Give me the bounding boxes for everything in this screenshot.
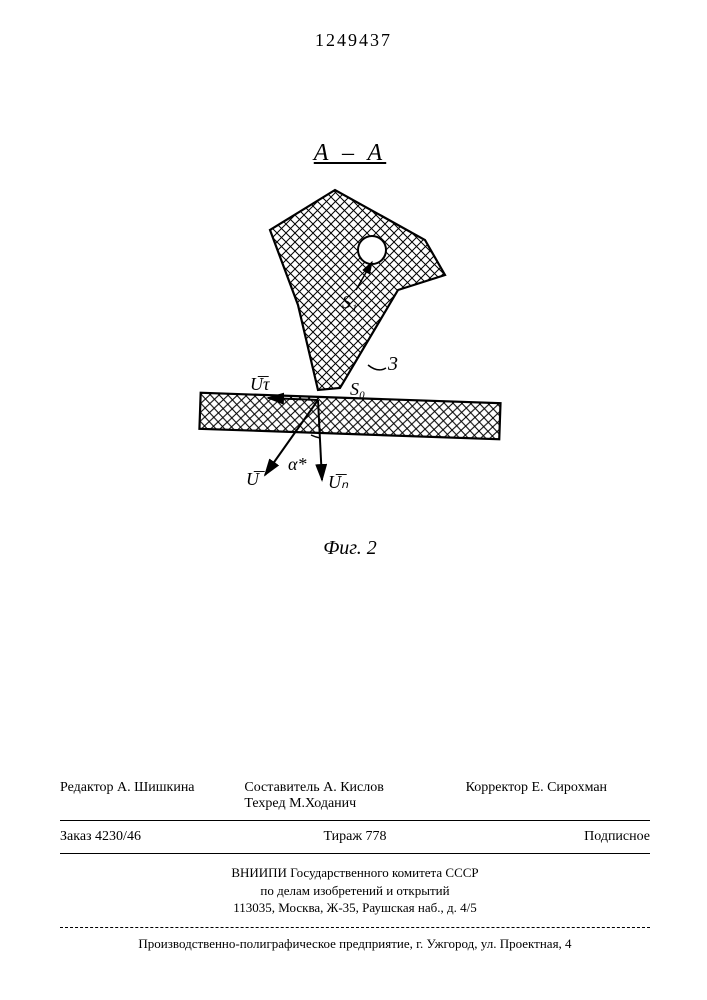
subscription-line: Подписное [453,829,650,845]
document-number: 1249437 [0,30,707,51]
printer-line: Производственно-полиграфическое предприя… [60,932,650,952]
tirage-line: Тираж 778 [257,829,454,845]
order-line: Заказ 4230/46 [60,829,257,845]
wedge-shape [270,190,445,390]
pin-circle [358,236,386,264]
org-line1: ВНИИПИ Государственного комитета СССР [60,864,650,882]
label-ut: U͞τ [250,374,270,394]
compiler-line: Составитель А. Кислов [244,780,465,796]
label-s1: S₁ [342,292,357,312]
label-alpha: α* [288,454,306,474]
editor-line: Редактор А. Шишкина [60,780,244,812]
org-line2: по делам изобретений и открытий [60,882,650,900]
corrector-line: Корректор Е. Сирохман [466,780,650,812]
org-block: ВНИИПИ Государственного комитета СССР по… [60,858,650,923]
credits-row2: Заказ 4230/46 Тираж 778 Подписное [60,825,650,849]
label-un: U͞ₙ [328,472,349,492]
label-s0: S₀ [350,379,365,399]
label-3: 3 [387,353,398,375]
figure-area: A – A S₁ 3 S₀ [160,140,540,560]
slab [199,393,500,439]
rule-1 [60,820,650,821]
page: 1249437 A – A S₁ 3 [0,0,707,1000]
org-line3: 113035, Москва, Ж-35, Раушская наб., д. … [60,899,650,917]
rule-2 [60,853,650,854]
credits-row1: Редактор А. Шишкина Составитель А. Кисло… [60,780,650,816]
rule-dashed [60,927,650,928]
figure-svg: S₁ 3 S₀ U͞τ U͞ₙ U͞ [160,170,540,550]
hook-3 [368,365,386,370]
techred-line: Техред М.Ходанич [244,796,465,812]
figure-caption: Фиг. 2 [160,537,540,560]
label-u: U͞ [246,469,265,489]
credits-block: Редактор А. Шишкина Составитель А. Кисло… [60,780,650,952]
section-label: A – A [160,140,540,167]
